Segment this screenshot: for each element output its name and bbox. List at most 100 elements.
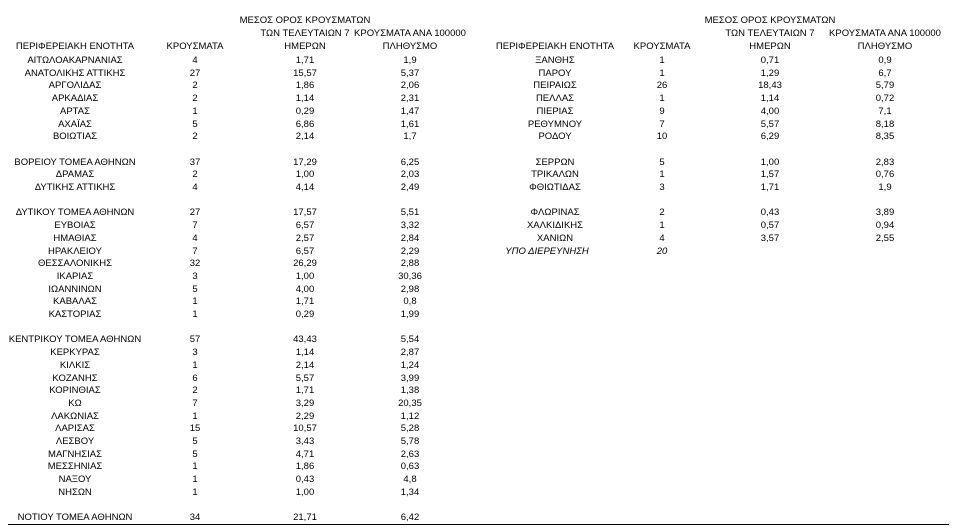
cell-value: 3,29 <box>295 397 315 409</box>
cell-value: 4 <box>192 182 198 193</box>
region-name: ΕΥΒΟΙΑΣ <box>54 220 96 232</box>
cell-value: 3,43 <box>295 436 315 447</box>
region-name: ΞΑΝΘΗΣ <box>535 55 575 66</box>
cell-value: 1,71 <box>295 55 315 66</box>
cell-value: 1,24 <box>400 359 420 371</box>
cell-value: 5 <box>192 436 198 447</box>
region-name: ΘΕΣΣΑΛΟΝΙΚΗΣ <box>38 258 112 270</box>
cell-value: 5 <box>659 156 665 168</box>
cell-value: 5,51 <box>400 207 420 219</box>
cell-value: 2,84 <box>400 232 420 244</box>
region-name: ΤΡΙΚΑΛΩΝ <box>531 169 579 181</box>
cell-value: 30,36 <box>398 270 422 282</box>
cell-value: 0,63 <box>400 461 420 473</box>
column-header: ΚΡΟΥΣΜΑΤΑ ΑΝΑ 100000 <box>354 28 466 39</box>
cell-value: 2 <box>192 169 198 181</box>
cell-value: 17,57 <box>293 207 317 219</box>
cell-value: 6,7 <box>878 67 892 79</box>
cell-value: 3,99 <box>400 372 420 384</box>
cell-value: 1,00 <box>760 156 780 168</box>
cell-value: 32 <box>189 258 201 270</box>
cell-value: 1 <box>192 486 198 498</box>
cell-value: 2,83 <box>875 156 895 168</box>
cell-value: 20,35 <box>398 397 422 409</box>
region-name: ΗΜΑΘΙΑΣ <box>53 232 97 244</box>
column-header: ΠΛΗΘΥΣΜΟ <box>382 41 438 52</box>
region-name: ΜΕΣΣΗΝΙΑΣ <box>47 461 103 473</box>
cell-value: 3,57 <box>760 232 780 244</box>
cell-value: 2,63 <box>400 448 420 460</box>
cell-value: 2,14 <box>295 131 315 143</box>
cell-value: 0,43 <box>295 474 315 486</box>
region-name: ΑΡΚΑΔΙΑΣ <box>51 93 99 105</box>
cell-value: 4,00 <box>295 283 315 295</box>
cell-value: 1 <box>659 169 665 181</box>
cell-value: 15,57 <box>293 67 317 79</box>
cell-value: 1 <box>192 105 198 117</box>
cell-value: 26,29 <box>293 258 317 270</box>
cell-value: 3,32 <box>400 220 420 232</box>
region-name: ΚΕΝΤΡΙΚΟΥ ΤΟΜΕΑ ΑΘΗΝΩΝ <box>8 334 142 346</box>
region-name: ΠΕΛΛΑΣ <box>535 93 575 105</box>
region-name: ΙΩΑΝΝΙΝΩΝ <box>48 283 102 295</box>
region-name: ΑΧΑΪΑΣ <box>58 118 92 130</box>
cell-value: 57 <box>189 334 201 346</box>
column-header: ΠΛΗΘΥΣΜΟ <box>857 41 913 52</box>
cell-value: 1,47 <box>400 105 420 117</box>
cell-value: 2 <box>659 207 665 219</box>
region-name: ΔΡΑΜΑΣ <box>55 169 95 181</box>
cell-value: 5 <box>192 448 198 460</box>
region-name: ΧΑΛΚΙΔΙΚΗΣ <box>526 220 584 232</box>
cell-value: 4,71 <box>295 448 315 460</box>
cell-value: 1,12 <box>400 410 420 422</box>
cell-value: 4,00 <box>760 105 780 117</box>
region-name: ΝΑΞΟΥ <box>58 474 92 486</box>
cell-value: 1 <box>659 220 665 232</box>
cell-value: 5,78 <box>400 436 420 447</box>
cell-value: 1,00 <box>295 270 315 282</box>
cell-value: 2,55 <box>875 232 895 244</box>
region-name: ΚΙΛΚΙΣ <box>59 359 91 371</box>
cell-value: 1,38 <box>400 385 420 397</box>
column-header: ΚΡΟΥΣΜΑΤΑ ΑΝΑ 100000 <box>829 28 941 39</box>
cell-value: 0,43 <box>760 207 780 219</box>
cell-value: 37 <box>189 156 201 168</box>
cell-value: 1 <box>659 55 665 66</box>
region-name: ΛΕΣΒΟΥ <box>55 436 95 447</box>
cell-value: 2,29 <box>400 245 420 257</box>
cell-value: 7 <box>192 220 198 232</box>
region-name: ΑΝΑΤΟΛΙΚΗΣ ΑΤΤΙΚΗΣ <box>24 67 126 79</box>
region-name: ΛΑΡΙΣΑΣ <box>55 423 95 435</box>
cell-value: 7 <box>659 118 665 130</box>
cell-value: 6,42 <box>400 512 420 524</box>
region-name: ΚΟΖΑΝΗΣ <box>52 372 98 384</box>
cell-value: 1,7 <box>403 131 417 143</box>
region-name: ΑΙΤΩΛΟΑΚΑΡΝΑΝΙΑΣ <box>27 55 123 66</box>
region-name: ΡΟΔΟΥ <box>538 131 572 143</box>
column-header: ΠΕΡΙΦΕΡΕΙΑΚΗ ΕΝΟΤΗΤΑ <box>495 41 615 52</box>
cell-value: 6 <box>192 372 198 384</box>
cell-value: 26 <box>656 80 668 92</box>
cell-value: 1,86 <box>295 461 315 473</box>
cell-value: 2 <box>192 131 198 143</box>
cell-value: 7 <box>192 245 198 257</box>
cell-value: 1,34 <box>400 486 420 498</box>
region-name: ΦΘΙΩΤΙΔΑΣ <box>529 182 581 193</box>
region-name: ΠΕΙΡΑΙΩΣ <box>533 80 577 92</box>
cell-value: 2,87 <box>400 347 420 359</box>
cell-value: 6,57 <box>295 245 315 257</box>
cell-value: 5,54 <box>400 334 420 346</box>
region-name: ΔΥΤΙΚΗΣ ΑΤΤΙΚΗΣ <box>34 182 116 193</box>
region-name: ΛΑΚΩΝΙΑΣ <box>51 410 99 422</box>
cell-value: 1,99 <box>400 309 420 320</box>
column-header: ΗΜΕΡΩΝ <box>284 41 326 52</box>
cell-value: 3 <box>192 270 198 282</box>
region-name: ΠΙΕΡΙΑΣ <box>536 105 574 117</box>
cell-value: 20 <box>656 245 668 257</box>
cell-value: 2 <box>192 385 198 397</box>
cell-value: 1,57 <box>760 169 780 181</box>
cell-value: 2,03 <box>400 169 420 181</box>
cell-value: 1,00 <box>295 486 315 498</box>
cell-value: 1,71 <box>295 385 315 397</box>
cell-value: 2 <box>192 93 198 105</box>
